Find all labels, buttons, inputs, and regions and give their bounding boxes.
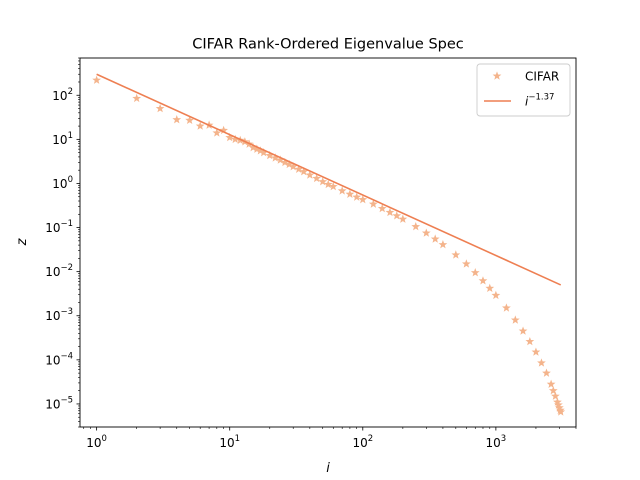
cifar-point [195, 121, 205, 130]
cifar-point [531, 347, 541, 356]
cifar-point [275, 155, 285, 164]
cifar-point [430, 234, 440, 243]
cifar-point [259, 148, 269, 157]
legend-box [476, 63, 571, 117]
legend-label-cifar: CIFAR [525, 70, 559, 84]
cifar-point [230, 134, 240, 144]
x-tick-label: 101 [219, 434, 240, 450]
legend: CIFAR i−1.37 [476, 63, 571, 117]
y-tick-label: 100 [52, 175, 73, 191]
cifar-point [537, 358, 546, 367]
x-axis-label: i [326, 461, 330, 476]
plot-area [92, 73, 566, 416]
cifar-point [461, 259, 471, 268]
cifar-point [398, 214, 408, 223]
cifar-point [270, 153, 280, 162]
cifar-point [525, 336, 535, 346]
cifar-point [294, 164, 304, 173]
cifar-point [225, 132, 235, 142]
x-tick-label: 100 [86, 434, 107, 450]
cifar-point [411, 222, 421, 231]
cifar-point [392, 211, 402, 220]
cifar-point [185, 115, 195, 125]
cifar-point [478, 276, 488, 285]
cifar-point [172, 115, 182, 124]
cifar-point [502, 303, 511, 312]
cifar-point [470, 268, 480, 277]
cifar-point [312, 173, 322, 183]
cifar-point [252, 144, 262, 153]
cifar-point [510, 315, 520, 324]
cifar-point [265, 150, 275, 160]
cifar-point [421, 228, 431, 237]
cifar-point [542, 368, 551, 377]
cifar-point [518, 326, 528, 335]
cifar-point [92, 75, 101, 84]
cifar-point [280, 157, 290, 167]
y-tick-label: 10−3 [45, 307, 73, 323]
y-tick-label: 101 [52, 131, 73, 147]
cifar-point [318, 177, 328, 186]
cifar-point [556, 407, 566, 416]
axes-frame [79, 57, 577, 428]
cifar-point [299, 167, 309, 176]
cifar-point [337, 186, 347, 195]
y-tick-label: 10−5 [45, 395, 73, 411]
cifar-point [548, 386, 558, 395]
cifar-point [256, 146, 265, 155]
cifar-point [546, 379, 556, 388]
cifar-point [328, 181, 338, 191]
cifar-point [155, 103, 165, 113]
x-tick-label: 103 [486, 434, 507, 450]
chart-title: CIFAR Rank-Ordered Eigenvalue Spec [192, 37, 464, 53]
power-law-fit-line [96, 73, 562, 286]
x-axis: 100 101 102 103 [83, 427, 577, 450]
y-axis-label: z [15, 237, 30, 246]
cifar-point [219, 125, 228, 135]
y-tick-label: 10−4 [45, 351, 73, 367]
cifar-point [345, 189, 355, 198]
cifar-point [352, 192, 362, 201]
legend-marker-star [492, 71, 502, 80]
cifar-point [485, 283, 495, 292]
cifar-point [377, 203, 387, 213]
cifar-point [491, 290, 501, 300]
cifar-point [551, 391, 560, 400]
cifar-point [554, 400, 563, 409]
cifar-point [358, 195, 368, 204]
legend-label-fit: i−1.37 [525, 93, 554, 109]
cifar-point [248, 143, 258, 152]
cifar-point [305, 170, 315, 179]
cifar-point [385, 207, 395, 217]
cifar-point [553, 397, 562, 406]
cifar-point [288, 162, 298, 171]
y-tick-label: 10−2 [45, 263, 73, 279]
y-tick-label: 10−1 [45, 219, 73, 235]
cifar-point [284, 159, 294, 169]
cifar-point [323, 179, 333, 189]
cifar-point [451, 250, 461, 259]
y-axis: 10−5 10−4 10−3 10−2 10−1 100 101 102 [45, 57, 80, 428]
cifar-point [132, 93, 142, 103]
y-tick-label: 102 [52, 87, 73, 103]
cifar-point [438, 240, 448, 249]
cifar-point [555, 403, 564, 412]
x-tick-label: 102 [352, 434, 373, 450]
cifar-point [368, 199, 378, 208]
cifar-point [212, 128, 222, 137]
